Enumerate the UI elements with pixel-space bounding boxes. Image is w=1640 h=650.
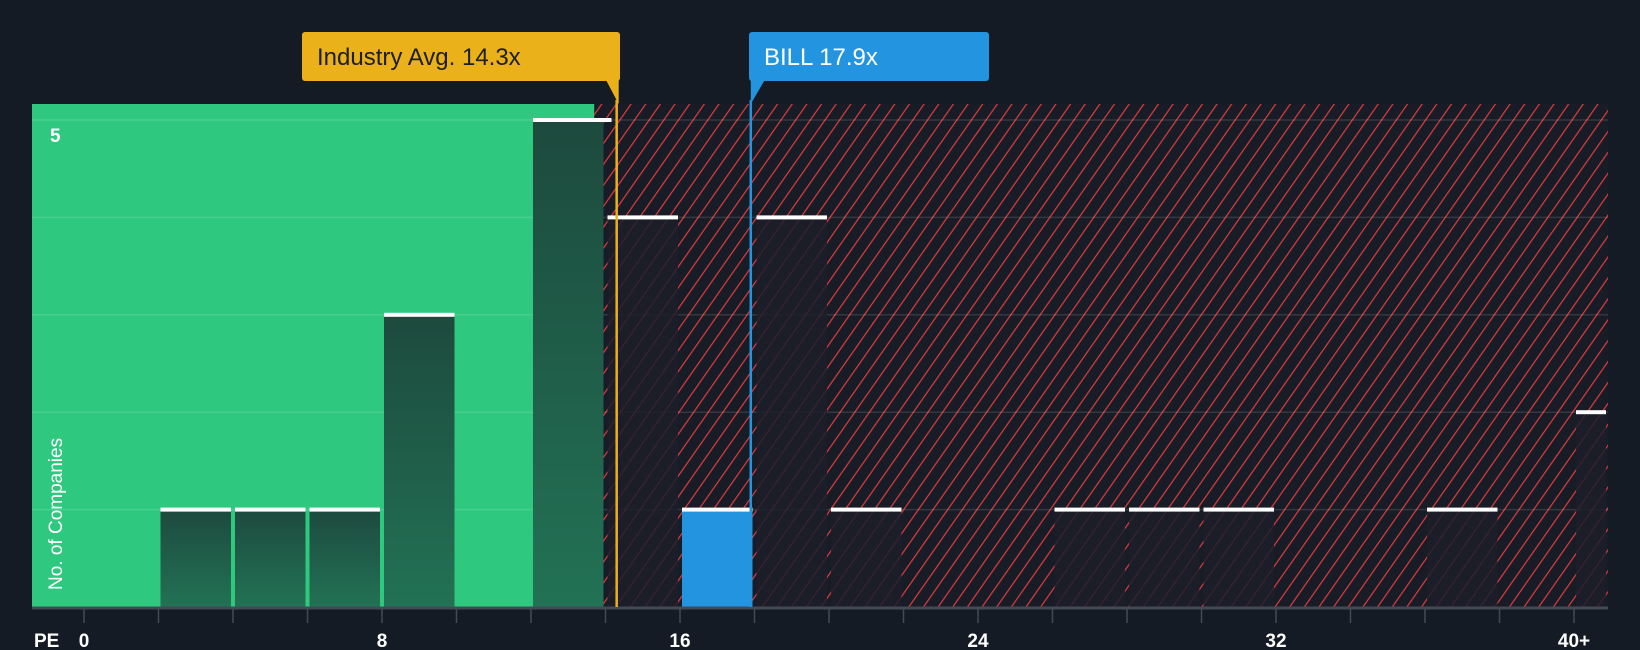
x-tick-label: 32 — [1265, 631, 1286, 650]
bar-top-cap — [1129, 507, 1200, 512]
bar — [682, 509, 753, 607]
bar — [1054, 509, 1125, 607]
bar — [1203, 509, 1274, 607]
x-tick-label: 8 — [377, 631, 388, 650]
bar — [607, 217, 678, 607]
bar-top-cap — [1576, 410, 1606, 415]
y-axis-label: No. of Companies — [46, 438, 67, 590]
marker-pointer — [750, 80, 765, 104]
bar-top-cap — [1203, 507, 1274, 512]
bar-top-cap — [235, 507, 306, 512]
marker-label: Industry Avg. 14.3x — [317, 44, 521, 71]
marker-label-box — [302, 32, 620, 81]
marker-label-box — [749, 32, 989, 81]
bar — [160, 509, 231, 607]
bar-top-cap — [533, 118, 612, 122]
bar-top-cap — [607, 215, 678, 220]
bar — [1576, 412, 1606, 607]
x-tick-label: 16 — [669, 631, 690, 650]
marker-pointer — [606, 80, 619, 104]
bar-top-cap — [309, 507, 380, 512]
x-tick-label: 40+ — [1558, 631, 1590, 650]
bar — [831, 509, 902, 607]
bar-top-cap — [160, 507, 231, 512]
markers: Industry Avg. 14.3x BILL 17.9x — [302, 32, 989, 607]
bar — [309, 509, 380, 607]
bar — [756, 217, 827, 607]
bar — [1427, 509, 1498, 607]
x-axis-label: PE — [34, 631, 59, 650]
bar-top-cap — [831, 507, 902, 512]
bar-top-cap — [756, 215, 827, 220]
y-tick-5: 5 — [50, 126, 61, 147]
x-tick-label: 24 — [967, 631, 989, 650]
bar-top-cap — [1427, 507, 1498, 512]
bar — [533, 120, 604, 607]
bar — [235, 509, 306, 607]
marker-label: BILL 17.9x — [764, 44, 878, 71]
bars — [160, 118, 1606, 607]
bar — [384, 314, 455, 607]
x-axis: 0 8 16 24 32 40+ — [32, 606, 1608, 650]
x-tick-label: 0 — [79, 631, 90, 650]
bar — [1129, 509, 1200, 607]
bar-top-cap — [682, 507, 753, 512]
bar-top-cap — [1054, 507, 1125, 512]
bar-top-cap — [384, 312, 455, 317]
